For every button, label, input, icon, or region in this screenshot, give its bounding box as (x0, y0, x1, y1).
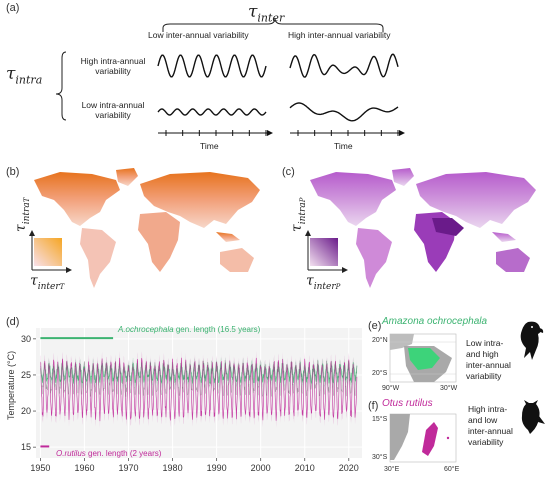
madagascar-range (422, 422, 438, 456)
amazona-range (408, 348, 440, 370)
tau-inter-label: τinter (248, 2, 285, 25)
lon-left-f: 30°E (384, 466, 400, 473)
legend-b-x-label: τinterT (30, 273, 65, 292)
lon-left-e: 90°W (382, 385, 400, 392)
amazona-range-map (389, 333, 457, 383)
south-america (80, 228, 116, 288)
eurasia (140, 172, 260, 228)
australia (220, 248, 254, 272)
legend-c-y-label: τintraP (289, 197, 308, 232)
panel-f-label: (f) (368, 400, 379, 412)
wave-high-intra-high-inter (289, 53, 399, 78)
annotation-amazona: A.ochrocephala gen. length (16.5 years) (118, 325, 261, 334)
africa (138, 212, 180, 272)
legend-b-y-label: τintraT (13, 197, 32, 232)
desc-f: High intra-and low inter-annual variabilit… (468, 404, 513, 447)
panel-b-label: (b) (6, 166, 20, 178)
x-tick-label: 1990 (207, 463, 227, 473)
lat-bottom-f: 30°S (372, 454, 388, 461)
wave-low-intra-high-inter (289, 102, 399, 122)
lon-right-f: 60°E (444, 466, 460, 473)
x-tick-label: 2000 (251, 463, 271, 473)
se-asia (216, 232, 240, 242)
lon-right-e: 30°W (440, 385, 458, 392)
x-tick-label: 1970 (118, 463, 138, 473)
species-e-name: Amazona ochrocephala (382, 316, 488, 327)
row-low-label: Low intra-annual variability (81, 100, 145, 120)
y-tick-label: 30 (21, 334, 31, 344)
legend-gradient-b (34, 238, 62, 266)
north-america (34, 172, 120, 226)
annotation-otus: O.rutilus gen. length (2 years) (56, 449, 162, 458)
top-brace (162, 17, 384, 32)
panel-c-label: (c) (282, 166, 295, 178)
y-tick-label: 25 (21, 370, 31, 380)
x-tick-label: 1950 (30, 463, 50, 473)
y-tick-label: 15 (21, 442, 31, 452)
x-tick-label: 2010 (295, 463, 315, 473)
ensemble-line (40, 360, 358, 397)
species-f-name: Otus rutilus (382, 398, 433, 409)
lat-top-e: 20°N (372, 337, 388, 344)
sahara-dark-region (432, 218, 464, 236)
panel-e-label: (e) (368, 320, 382, 332)
col-low-label: Low inter-annual variability (148, 30, 249, 40)
africa-land (390, 414, 410, 460)
time-label-right: Time (334, 141, 353, 151)
chart-ylabel: Temperature (°C) (6, 350, 16, 420)
x-tick-label: 1960 (74, 463, 94, 473)
y-tick-label: 20 (21, 406, 31, 416)
x-tick-label: 1980 (163, 463, 183, 473)
precipitation-map (305, 168, 536, 288)
legend-gradient-c (310, 238, 338, 266)
tau-intra-label: τintra (6, 64, 43, 87)
legend-c-x-label: τinterP (306, 273, 341, 292)
left-brace (55, 51, 67, 121)
col-high-label: High inter-annual variability (288, 30, 391, 40)
temperature-timeseries-chart: 1950 1960 1970 1980 1990 2000 2010 2020 15 20 25 30 (21, 328, 362, 473)
parrot-silhouette-icon (520, 321, 544, 360)
wave-low-intra-low-inter (157, 108, 267, 116)
temperature-map (29, 168, 260, 288)
lat-top-f: 15°S (372, 416, 388, 423)
panel-a-label: (a) (6, 2, 20, 14)
time-label-left: Time (200, 141, 219, 151)
greenland (116, 168, 138, 186)
x-tick-label: 2020 (339, 463, 359, 473)
panel-d-label: (d) (6, 316, 20, 328)
lat-bottom-e: 20°S (372, 370, 388, 377)
panel-a-diagram (55, 17, 405, 136)
desc-e: Low intra-and high inter-annual variabilit… (466, 338, 511, 381)
otus-range-map (389, 413, 457, 463)
row-high-label: High intra-annual variability (80, 56, 146, 76)
wave-high-intra-low-inter (157, 54, 267, 78)
owl-silhouette-icon (521, 400, 545, 434)
